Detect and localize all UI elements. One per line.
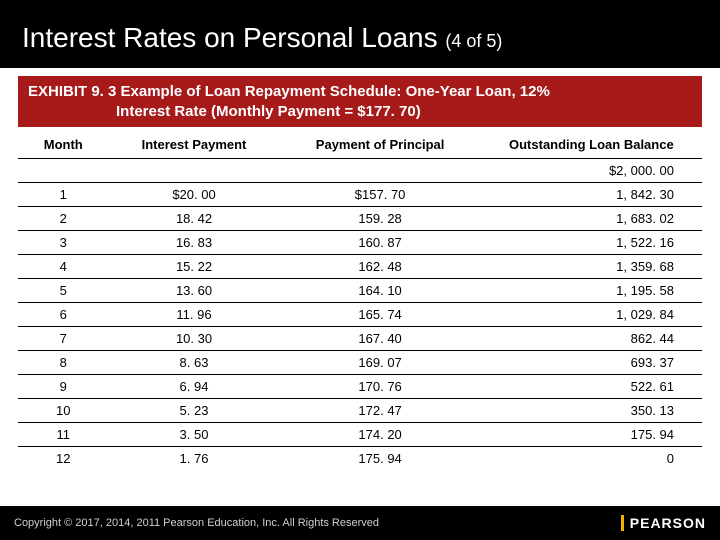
- cell-principal: 172. 47: [280, 399, 481, 423]
- cell-interest: 13. 60: [109, 279, 280, 303]
- cell-interest: 11. 96: [109, 303, 280, 327]
- copyright-text: Copyright © 2017, 2014, 2011 Pearson Edu…: [14, 517, 379, 529]
- cell-balance: 350. 13: [481, 399, 702, 423]
- table-row: 88. 63169. 07693. 37: [18, 351, 702, 375]
- blank-cell: [18, 159, 109, 183]
- cell-interest: 8. 63: [109, 351, 280, 375]
- table-row: 218. 42159. 281, 683. 02: [18, 207, 702, 231]
- table-row: 121. 76175. 940: [18, 447, 702, 471]
- cell-month: 5: [18, 279, 109, 303]
- cell-balance: 1, 359. 68: [481, 255, 702, 279]
- blank-cell: [280, 159, 481, 183]
- cell-interest: 16. 83: [109, 231, 280, 255]
- title-counter: (4 of 5): [445, 31, 502, 51]
- table-row: 513. 60164. 101, 195. 58: [18, 279, 702, 303]
- table-row: 611. 96165. 741, 029. 84: [18, 303, 702, 327]
- cell-principal: $157. 70: [280, 183, 481, 207]
- exhibit-line2: Interest Rate (Monthly Payment = $177. 7…: [28, 102, 692, 122]
- cell-balance: 1, 195. 58: [481, 279, 702, 303]
- cell-month: 7: [18, 327, 109, 351]
- cell-balance: 1, 029. 84: [481, 303, 702, 327]
- table-header-row: Month Interest Payment Payment of Princi…: [18, 131, 702, 159]
- cell-month: 3: [18, 231, 109, 255]
- table-row: 415. 22162. 481, 359. 68: [18, 255, 702, 279]
- col-principal: Payment of Principal: [280, 131, 481, 159]
- table-row: 316. 83160. 871, 522. 16: [18, 231, 702, 255]
- table-row: 1$20. 00$157. 701, 842. 30: [18, 183, 702, 207]
- table-body: $2, 000. 00 1$20. 00$157. 701, 842. 3021…: [18, 159, 702, 471]
- table-row: 710. 30167. 40862. 44: [18, 327, 702, 351]
- footer: Copyright © 2017, 2014, 2011 Pearson Edu…: [0, 506, 720, 540]
- cell-balance: 175. 94: [481, 423, 702, 447]
- cell-principal: 165. 74: [280, 303, 481, 327]
- cell-month: 1: [18, 183, 109, 207]
- title-bar: Interest Rates on Personal Loans (4 of 5…: [0, 0, 720, 68]
- cell-balance: 1, 683. 02: [481, 207, 702, 231]
- col-month: Month: [18, 131, 109, 159]
- cell-month: 11: [18, 423, 109, 447]
- title-main: Interest Rates on Personal Loans: [22, 22, 438, 53]
- cell-principal: 170. 76: [280, 375, 481, 399]
- cell-balance: 693. 37: [481, 351, 702, 375]
- cell-interest: $20. 00: [109, 183, 280, 207]
- col-interest: Interest Payment: [109, 131, 280, 159]
- cell-principal: 164. 10: [280, 279, 481, 303]
- slide: Interest Rates on Personal Loans (4 of 5…: [0, 0, 720, 540]
- cell-balance: 0: [481, 447, 702, 471]
- cell-interest: 3. 50: [109, 423, 280, 447]
- table-row: 113. 50174. 20175. 94: [18, 423, 702, 447]
- brand-name: PEARSON: [630, 515, 706, 531]
- cell-month: 12: [18, 447, 109, 471]
- cell-interest: 5. 23: [109, 399, 280, 423]
- cell-principal: 175. 94: [280, 447, 481, 471]
- cell-principal: 174. 20: [280, 423, 481, 447]
- initial-balance-row: $2, 000. 00: [18, 159, 702, 183]
- cell-principal: 169. 07: [280, 351, 481, 375]
- slide-title: Interest Rates on Personal Loans (4 of 5…: [22, 22, 698, 54]
- cell-month: 4: [18, 255, 109, 279]
- exhibit-line1: Example of Loan Repayment Schedule: One-…: [121, 83, 550, 100]
- exhibit-label: EXHIBIT 9. 3: [28, 83, 116, 100]
- cell-balance: 1, 522. 16: [481, 231, 702, 255]
- cell-month: 8: [18, 351, 109, 375]
- cell-interest: 18. 42: [109, 207, 280, 231]
- exhibit-bar: EXHIBIT 9. 3 Example of Loan Repayment S…: [18, 76, 702, 127]
- initial-balance: $2, 000. 00: [481, 159, 702, 183]
- cell-interest: 6. 94: [109, 375, 280, 399]
- cell-interest: 1. 76: [109, 447, 280, 471]
- table-row: 105. 23172. 47350. 13: [18, 399, 702, 423]
- cell-interest: 10. 30: [109, 327, 280, 351]
- cell-month: 9: [18, 375, 109, 399]
- cell-principal: 160. 87: [280, 231, 481, 255]
- brand-logo: PEARSON: [621, 515, 706, 531]
- brand-accent-bar: [621, 515, 624, 531]
- blank-cell: [109, 159, 280, 183]
- cell-month: 2: [18, 207, 109, 231]
- cell-month: 6: [18, 303, 109, 327]
- cell-balance: 1, 842. 30: [481, 183, 702, 207]
- cell-month: 10: [18, 399, 109, 423]
- cell-principal: 162. 48: [280, 255, 481, 279]
- col-balance: Outstanding Loan Balance: [481, 131, 702, 159]
- cell-balance: 522. 61: [481, 375, 702, 399]
- cell-balance: 862. 44: [481, 327, 702, 351]
- repayment-table: Month Interest Payment Payment of Princi…: [18, 131, 702, 470]
- table-row: 96. 94170. 76522. 61: [18, 375, 702, 399]
- cell-interest: 15. 22: [109, 255, 280, 279]
- cell-principal: 167. 40: [280, 327, 481, 351]
- cell-principal: 159. 28: [280, 207, 481, 231]
